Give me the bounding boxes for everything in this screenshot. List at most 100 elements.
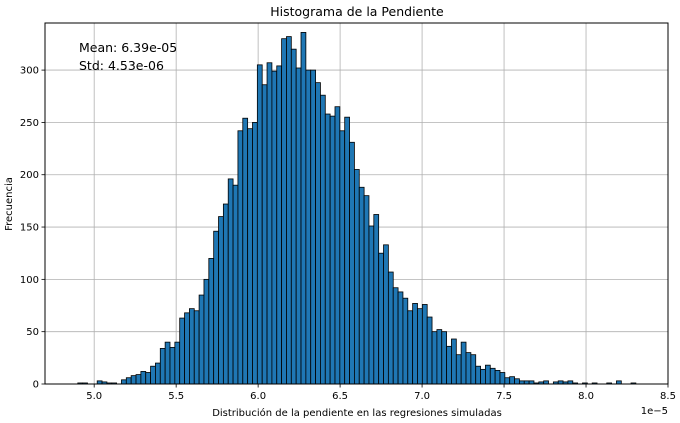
y-tick-label: 300 [20,66,39,77]
histogram-bar [324,113,331,385]
histogram-bar [334,106,341,385]
x-tick-label: 7.5 [496,391,512,402]
histogram-bar [305,69,312,385]
histogram-bar [446,345,452,385]
histogram-bar [300,32,307,385]
x-tick-label: 6.0 [250,391,266,402]
histogram-bar [159,348,166,385]
histogram-bar [470,354,477,385]
histogram-bar [164,341,171,385]
histogram-bar [145,372,151,385]
y-tick-label: 0 [33,380,39,391]
histogram-bar [208,258,215,385]
histogram-bar [436,329,443,385]
histogram-bar [451,338,457,385]
histogram-bar [184,312,190,385]
histogram-bar [121,379,127,385]
histogram-bars [77,32,637,385]
axis-ticks: 5.0 5.5 6.0 6.5 7.0 7.5 8.0 8.5 0 50 100 150 200 250 3… [20,66,676,402]
histogram-bar [421,304,428,385]
histogram-bar [286,36,292,385]
histogram-bar [358,186,365,385]
histogram-bar [218,216,224,385]
histogram-bar [125,377,132,385]
histogram-bar [344,116,350,385]
histogram-bar [295,67,302,385]
histogram-bar [227,178,234,385]
histogram-bar [431,331,438,385]
histogram-bar [504,377,511,385]
histogram-bar [222,203,229,385]
histogram-bar [402,297,409,385]
y-tick-label: 150 [20,223,39,234]
histogram-bar [426,316,433,385]
plot-frame [44,22,669,385]
histogram-bar [252,122,258,385]
histogram-bar [514,378,520,385]
histogram-bar [266,62,273,385]
histogram-bar [480,368,486,385]
std-annotation: Std: 4.53e-06 [79,58,164,73]
histogram-bar [417,308,423,385]
histogram-bar [261,84,268,385]
x-tick-label: 8.0 [578,391,594,402]
x-tick-label: 7.0 [414,391,430,402]
histogram-bar [387,271,394,385]
histogram-bar [407,310,414,385]
mean-annotation: Mean: 6.39e-05 [79,40,177,55]
histogram-bar [135,374,142,385]
histogram-bar [378,252,384,385]
histogram-bar [329,115,336,385]
histogram-bar [499,372,506,385]
y-axis-label: Frecuencia [4,177,15,231]
histogram-bar [242,117,249,385]
histogram-bar [412,303,418,385]
x-tick-label: 5.5 [168,391,184,402]
histogram-bar [203,278,210,385]
histogram-bar [455,354,462,385]
x-tick-label: 6.5 [332,391,348,402]
histogram-bar [494,369,501,385]
histogram-bar [339,130,346,385]
histogram-bar [174,341,181,385]
histogram-bar [193,310,200,385]
histogram-bar [320,94,326,385]
chart-title: Histograma de la Pendiente [270,4,444,19]
histogram-bar [475,365,481,385]
histogram-bar [397,291,404,385]
histogram-bar [281,38,287,385]
histogram-bar [485,364,491,385]
histogram-bar [373,214,380,385]
histogram-bar [349,141,355,385]
histogram-bar [140,371,147,385]
x-tick-label: 8.5 [660,391,676,402]
histogram-bar [392,287,399,385]
histogram-bar [130,375,137,385]
y-tick-label: 200 [20,170,39,181]
histogram-bar [383,244,389,385]
x-tick-label: 5.0 [86,391,102,402]
x-axis-label: Distribución de la pendiente en las regr… [212,407,502,419]
histogram-bar [213,230,219,385]
histogram-bar [169,346,176,385]
histogram-bar [189,308,195,385]
histogram-bar [290,48,297,385]
histogram-bar [489,367,496,385]
histogram-bar [310,69,316,385]
histogram-bar [237,130,244,385]
histogram-bar [256,64,263,385]
x-axis-offset-label: 1e−5 [641,406,668,417]
histogram-bar [363,195,370,385]
histogram-bar [271,70,278,385]
histogram-bar [315,82,321,385]
histogram-bar [441,331,448,385]
histogram-bar [247,128,253,385]
histogram-bar [179,317,185,385]
histogram-bar [368,225,375,385]
y-tick-label: 50 [26,327,39,338]
histogram-bar [509,376,515,385]
histogram-bar [150,365,156,385]
histogram-bar [198,294,205,385]
histogram-bar [460,341,467,385]
